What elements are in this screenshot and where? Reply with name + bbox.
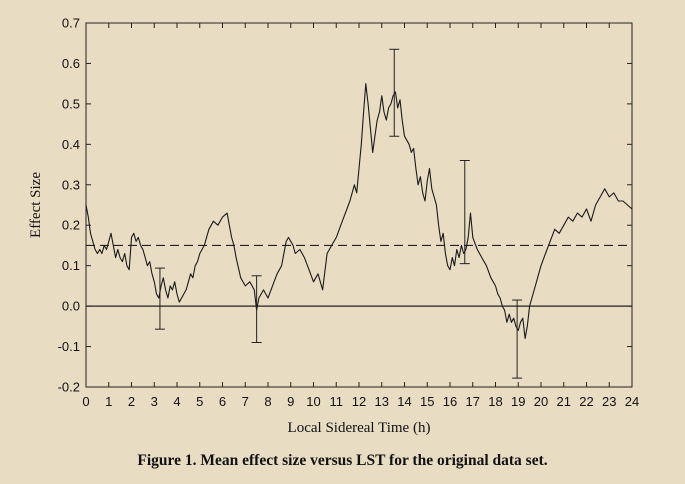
error-bar (251, 275, 262, 344)
x-tick-label: 4 (173, 394, 180, 409)
x-tick-label: 2 (128, 394, 135, 409)
x-tick-label: 5 (196, 394, 203, 409)
x-tick-label: 3 (151, 394, 158, 409)
y-axis-label: Effect Size (28, 172, 44, 238)
x-tick-label: 0 (82, 394, 89, 409)
x-axis-label: Local Sidereal Time (h) (288, 420, 431, 436)
x-tick-label: 18 (488, 394, 502, 409)
x-tick-label: 20 (534, 394, 548, 409)
error-bar (389, 48, 400, 137)
x-tick-label: 13 (375, 394, 389, 409)
y-tick-label: 0.2 (62, 218, 80, 233)
error-bar (154, 267, 165, 330)
x-tick-label: 14 (397, 394, 411, 409)
line-chart: 0 1 2 3 4 5 6 7 8 9 10 11 12 13 14 15 16 17 18 19 20 21 22 23 24… (28, 16, 639, 437)
series-line (85, 83, 633, 340)
figure-caption: Figure 1. Mean effect size versus LST fo… (137, 452, 548, 469)
y-tick-label: 0.6 (62, 56, 80, 71)
x-tick-label: 19 (511, 394, 525, 409)
x-tick-label: 1 (105, 394, 112, 409)
y-tick-label: 0.1 (62, 258, 80, 273)
x-tick-label: 24 (625, 394, 639, 409)
y-tick-label: 0.0 (62, 299, 80, 314)
x-tick-label: 15 (420, 394, 434, 409)
y-tick-label: 0.3 (62, 177, 80, 192)
y-tick-label: 0.5 (62, 96, 80, 111)
x-tick-label: 9 (287, 394, 294, 409)
y-tick-label: 0.7 (62, 16, 80, 31)
error-bar (459, 160, 470, 265)
error-bar (512, 299, 523, 379)
y-tick-label: -0.1 (58, 339, 80, 354)
x-tick-label: 6 (219, 394, 226, 409)
x-tick-label: 16 (443, 394, 457, 409)
x-tick-label: 12 (352, 394, 366, 409)
x-tick-label: 22 (579, 394, 593, 409)
plot-frame (85, 22, 633, 388)
x-tick-label: 17 (466, 394, 480, 409)
x-tick-label: 21 (557, 394, 571, 409)
y-tick-label: 0.4 (62, 137, 80, 152)
x-tick-label: 8 (264, 394, 271, 409)
x-tick-label: 11 (330, 394, 344, 409)
x-tick-label: 7 (242, 394, 249, 409)
x-tick-label: 10 (306, 394, 320, 409)
x-tick-label: 23 (602, 394, 616, 409)
y-tick-label: -0.2 (58, 380, 80, 395)
